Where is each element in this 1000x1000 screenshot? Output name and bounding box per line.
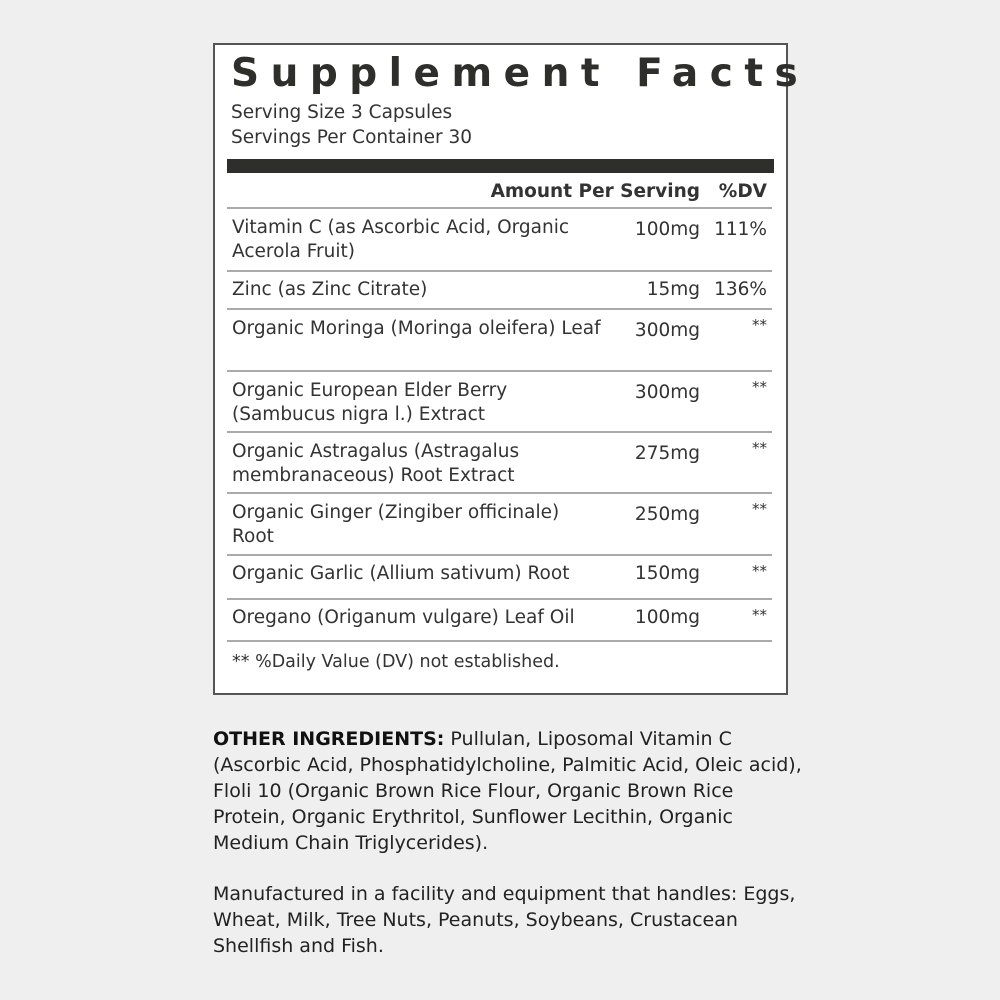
- nutrient-dv: **: [752, 562, 767, 580]
- other-ingredients-label: OTHER INGREDIENTS:: [213, 728, 445, 750]
- footnote: ** %Daily Value (DV) not established.: [232, 652, 560, 672]
- nutrient-row: Oregano (Origanum vulgare) Leaf Oil 100mg…: [227, 600, 772, 642]
- header-dv: %DV: [718, 181, 767, 202]
- nutrient-amount: 150mg: [634, 563, 700, 584]
- nutrient-amount: 100mg: [634, 607, 700, 628]
- nutrient-row: Organic European Elder Berry (Sambucus n…: [227, 372, 772, 433]
- nutrient-row: Organic Moringa (Moringa oleifera) Leaf 3…: [227, 310, 772, 372]
- allergen-statement: Manufactured in a facility and equipment…: [213, 883, 796, 957]
- nutrient-name: Organic Astragalus (Astragalus membranac…: [232, 441, 520, 486]
- nutrient-row: Organic Ginger (Zingiber officinale) Roo…: [227, 494, 772, 556]
- nutrient-amount: 275mg: [634, 443, 700, 464]
- nutrient-name: Zinc (as Zinc Citrate): [232, 279, 428, 300]
- nutrient-amount: 15mg: [646, 279, 700, 300]
- supplement-facts-panel: Supplement Facts Serving Size 3 Capsules…: [213, 43, 798, 695]
- panel-title: Supplement Facts: [231, 51, 810, 96]
- nutrient-amount: 300mg: [634, 320, 700, 341]
- nutrient-name: Organic Moringa (Moringa oleifera) Leaf: [232, 318, 601, 339]
- nutrient-dv: **: [752, 378, 767, 396]
- column-header-row: Amount Per Serving %DV: [227, 173, 772, 209]
- nutrient-dv: 111%: [714, 219, 767, 240]
- nutrient-name: Oregano (Origanum vulgare) Leaf Oil: [232, 607, 575, 628]
- nutrient-amount: 250mg: [634, 504, 700, 525]
- nutrient-dv: **: [752, 500, 767, 518]
- nutrient-dv: **: [752, 439, 767, 457]
- other-ingredients: OTHER INGREDIENTS: Pullulan, Liposomal V…: [213, 726, 803, 856]
- other-ingredients-text: Pullulan, Liposomal Vitamin C (Ascorbic …: [213, 728, 802, 854]
- nutrient-name: Organic European Elder Berry (Sambucus n…: [232, 380, 508, 425]
- serving-size: Serving Size 3 Capsules: [231, 102, 453, 123]
- nutrient-amount: 100mg: [634, 219, 700, 240]
- nutrient-amount: 300mg: [634, 382, 700, 403]
- nutrient-dv: **: [752, 606, 767, 624]
- nutrient-row: Organic Garlic (Allium sativum) Root 150m…: [227, 556, 772, 600]
- servings-per-container: Servings Per Container 30: [231, 127, 472, 148]
- nutrient-name: Organic Ginger (Zingiber officinale) Roo…: [232, 502, 560, 547]
- nutrient-name: Organic Garlic (Allium sativum) Root: [232, 563, 570, 584]
- nutrient-row: Zinc (as Zinc Citrate) 15mg 136%: [227, 272, 772, 310]
- thick-divider: [227, 159, 774, 173]
- nutrient-row: Vitamin C (as Ascorbic Acid, Organic Ace…: [227, 209, 772, 272]
- nutrient-dv: 136%: [714, 279, 767, 300]
- nutrient-name: Vitamin C (as Ascorbic Acid, Organic Ace…: [232, 217, 570, 262]
- header-amount: Amount Per Serving: [490, 181, 700, 202]
- nutrient-dv: **: [752, 316, 767, 334]
- nutrient-row: Organic Astragalus (Astragalus membranac…: [227, 433, 772, 494]
